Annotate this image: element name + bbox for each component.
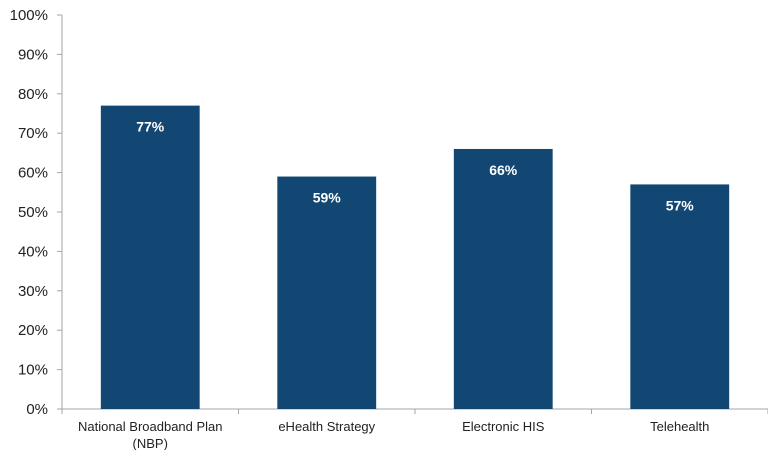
data-labels: 77% 59% 66% 57% bbox=[136, 119, 694, 214]
y-tick-label: 100% bbox=[10, 7, 48, 24]
data-label: 59% bbox=[313, 190, 342, 206]
category-label: eHealth Strategy bbox=[278, 419, 375, 434]
y-tick-label: 90% bbox=[18, 46, 48, 63]
x-axis bbox=[61, 408, 768, 414]
data-label: 77% bbox=[136, 119, 165, 135]
category-label: National Broadband Plan (NBP) bbox=[78, 419, 223, 450]
y-tick-label: 10% bbox=[18, 362, 48, 379]
y-tick-label: 50% bbox=[18, 204, 48, 221]
y-tick-label: 20% bbox=[18, 322, 48, 339]
y-tick-label: 0% bbox=[26, 401, 48, 418]
category-label: Electronic HIS bbox=[462, 419, 545, 434]
category-labels: National Broadband Plan (NBP) eHealth Stra… bbox=[78, 419, 709, 450]
data-label: 66% bbox=[489, 162, 518, 178]
bar bbox=[630, 184, 730, 409]
bars bbox=[100, 105, 730, 410]
y-tick-label: 40% bbox=[18, 243, 48, 260]
bar bbox=[277, 176, 377, 409]
y-tick-label: 60% bbox=[18, 165, 48, 182]
bar bbox=[453, 148, 553, 409]
category-label: Telehealth bbox=[650, 419, 709, 434]
y-tick-label: 30% bbox=[18, 283, 48, 300]
y-tick-label: 80% bbox=[18, 86, 48, 103]
y-axis: 0% 10% 20% 30% 40% 50% 60% 70% 80% 90% 100% bbox=[10, 7, 63, 418]
data-label: 57% bbox=[666, 197, 695, 213]
y-tick-label: 70% bbox=[18, 125, 48, 142]
bar bbox=[100, 105, 200, 410]
